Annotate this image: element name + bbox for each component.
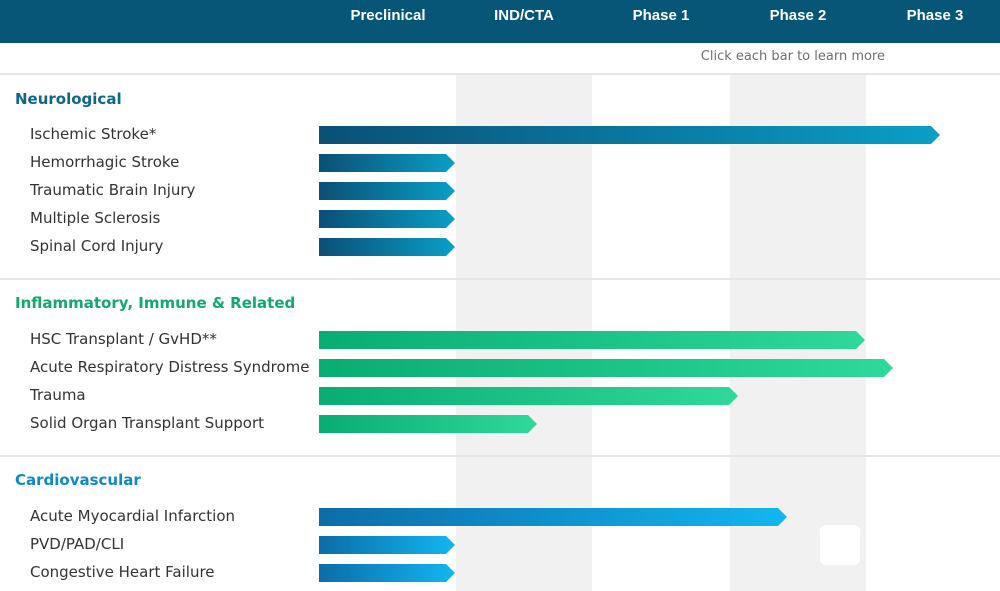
pipeline-bar-0-3[interactable] (319, 210, 455, 228)
pipeline-bar-2-2[interactable] (319, 564, 455, 582)
divider-top (0, 73, 1000, 75)
overlay-patch (820, 525, 860, 565)
category-title-2: Cardiovascular (15, 471, 141, 489)
pipeline-bar-1-3[interactable] (319, 415, 537, 433)
phase-1: Phase 1 (632, 7, 690, 24)
pipeline-bar-0-1[interactable] (319, 154, 455, 172)
row-label-0-4: Spinal Cord Injury (30, 237, 164, 255)
pipeline-bar-1-1[interactable] (319, 359, 893, 377)
row-label-1-3: Solid Organ Transplant Support (30, 414, 264, 432)
category-title-0: Neurological (15, 90, 122, 108)
phase-header: Preclinical IND/CTA Phase 1 Phase 2 Phas… (0, 0, 1000, 43)
phase-2: Phase 2 (769, 7, 827, 24)
row-label-0-0: Ischemic Stroke* (30, 125, 157, 143)
pipeline-bar-1-0[interactable] (319, 331, 865, 349)
pipeline-bar-2-1[interactable] (319, 536, 455, 554)
row-label-1-1: Acute Respiratory Distress Syndrome (30, 358, 310, 376)
row-label-1-0: HSC Transplant / GvHD** (30, 330, 217, 348)
row-label-2-0: Acute Myocardial Infarction (30, 507, 236, 525)
row-label-2-2: Congestive Heart Failure (30, 563, 215, 581)
pipeline-bar-0-0[interactable] (319, 126, 940, 144)
row-label-0-1: Hemorrhagic Stroke (30, 153, 180, 171)
hint-text: Click each bar to learn more (700, 49, 885, 64)
divider-inflammatory (0, 455, 1000, 457)
row-label-0-2: Traumatic Brain Injury (30, 181, 196, 199)
row-label-1-2: Trauma (30, 386, 86, 404)
phase-preclinical: Preclinical (350, 7, 426, 24)
pipeline-bar-0-4[interactable] (319, 238, 455, 256)
pipeline-bar-0-2[interactable] (319, 182, 455, 200)
category-title-1: Inflammatory, Immune & Related (15, 294, 296, 312)
phase-3: Phase 3 (906, 7, 964, 24)
pipeline-bar-1-2[interactable] (319, 387, 738, 405)
divider-neurological (0, 278, 1000, 280)
row-label-0-3: Multiple Sclerosis (30, 209, 161, 227)
pipeline-bar-2-0[interactable] (319, 508, 787, 526)
phase-ind-cta: IND/CTA (494, 7, 554, 24)
row-label-2-1: PVD/PAD/CLI (30, 535, 125, 553)
